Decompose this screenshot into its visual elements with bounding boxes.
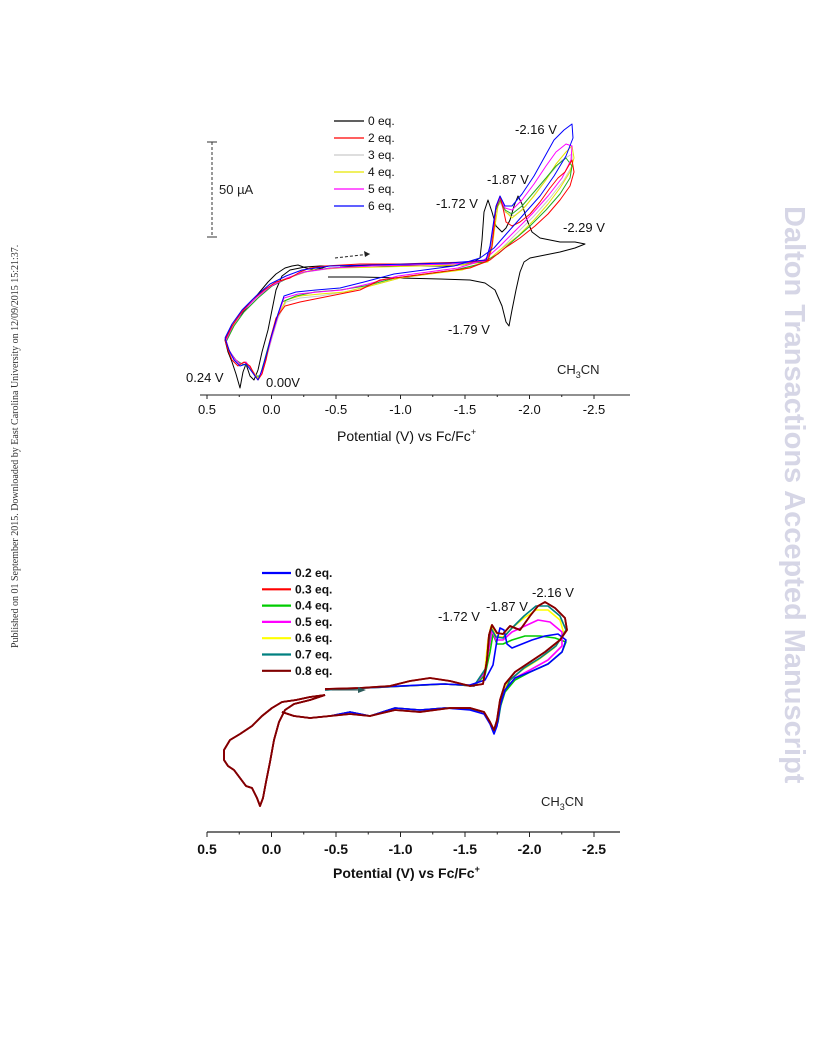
x-tick-label: -1.0 bbox=[389, 402, 411, 417]
x-tick-label: -0.5 bbox=[324, 841, 348, 857]
x-tick-label: 0.5 bbox=[197, 841, 217, 857]
legend: 0 eq. 2 eq. 3 eq. 4 eq. 5 eq. 6 eq. bbox=[334, 114, 395, 213]
x-tick-label: -1.5 bbox=[453, 841, 477, 857]
legend-label: 0.6 eq. bbox=[295, 631, 332, 645]
scale-bar-label: 50 µA bbox=[219, 182, 254, 197]
scan-direction-arrow bbox=[334, 251, 371, 259]
legend-label: 6 eq. bbox=[368, 199, 395, 213]
legend-label: 0.2 eq. bbox=[295, 566, 332, 580]
legend-label: 0.4 eq. bbox=[295, 599, 332, 613]
peak-label: -2.16 V bbox=[532, 585, 574, 600]
peak-annotations: -1.72 V -1.87 V -2.16 V bbox=[438, 585, 574, 624]
peak-label: 0.24 V bbox=[186, 370, 224, 385]
x-axis-label: Potential (V) vs Fc/Fc+ bbox=[333, 864, 480, 881]
legend-label: 0.5 eq. bbox=[295, 615, 332, 629]
legend-label: 3 eq. bbox=[368, 148, 395, 162]
x-axis: 0.5 0.0 -0.5 -1.0 -1.5 -2.0 -2.5 bbox=[197, 831, 620, 857]
legend-label: 0.8 eq. bbox=[295, 664, 332, 678]
cv-trace-maroon bbox=[223, 601, 568, 807]
peak-label: -2.16 V bbox=[515, 122, 557, 137]
x-tick-label: -1.5 bbox=[454, 402, 476, 417]
cv-trace-blue bbox=[224, 123, 574, 381]
legend: 0.2 eq. 0.3 eq. 0.4 eq. 0.5 eq. 0.6 eq. 0.7 e… bbox=[262, 566, 332, 678]
peak-label: -1.87 V bbox=[486, 599, 528, 614]
x-tick-label: 0.0 bbox=[262, 402, 280, 417]
x-tick-label: 0.5 bbox=[198, 402, 216, 417]
peak-label: 0.00V bbox=[266, 375, 300, 390]
peak-annotations: -2.16 V -1.87 V -1.72 V -2.29 V -1.79 V 0.24 … bbox=[186, 122, 605, 390]
x-tick-label: -2.5 bbox=[583, 402, 605, 417]
peak-label: -2.29 V bbox=[563, 220, 605, 235]
peak-label: -1.72 V bbox=[438, 609, 480, 624]
x-tick-label: -2.0 bbox=[518, 402, 540, 417]
solvent-label: CH3CN bbox=[541, 794, 584, 812]
x-tick-label: -0.5 bbox=[325, 402, 347, 417]
x-axis: 0.5 0.0 -0.5 -1.0 -1.5 -2.0 -2.5 bbox=[198, 394, 630, 417]
legend-label: 0.7 eq. bbox=[295, 648, 332, 662]
x-tick-label: 0.0 bbox=[262, 841, 282, 857]
scale-bar: 50 µA bbox=[207, 141, 254, 238]
legend-label: 0.3 eq. bbox=[295, 582, 332, 596]
x-tick-label: -1.0 bbox=[388, 841, 412, 857]
cv-trace-red bbox=[224, 159, 575, 381]
cv-trace-red bbox=[223, 601, 568, 807]
legend-label: 5 eq. bbox=[368, 182, 395, 196]
solvent-label: CH3CN bbox=[557, 362, 600, 380]
peak-label: -1.72 V bbox=[436, 196, 478, 211]
scan-direction-arrow bbox=[332, 687, 366, 693]
chart-2: 0.2 eq. 0.3 eq. 0.4 eq. 0.5 eq. 0.6 eq. 0.7 e… bbox=[197, 566, 620, 881]
legend-label: 4 eq. bbox=[368, 165, 395, 179]
x-axis-label: Potential (V) vs Fc/Fc+ bbox=[337, 427, 476, 444]
peak-label: -1.79 V bbox=[448, 322, 490, 337]
chart-1: 50 µA 0 eq. 2 eq. 3 eq. 4 eq. 5 eq. 6 eq. -2.… bbox=[186, 114, 630, 444]
cv-curves bbox=[224, 123, 586, 389]
cv-trace-black bbox=[224, 195, 586, 389]
cv-curves bbox=[223, 601, 568, 807]
cv-trace-green bbox=[223, 633, 567, 807]
peak-label: -1.87 V bbox=[487, 172, 529, 187]
x-tick-label: -2.0 bbox=[517, 841, 541, 857]
legend-label: 2 eq. bbox=[368, 131, 395, 145]
x-tick-label: -2.5 bbox=[582, 841, 606, 857]
legend-label: 0 eq. bbox=[368, 114, 395, 128]
